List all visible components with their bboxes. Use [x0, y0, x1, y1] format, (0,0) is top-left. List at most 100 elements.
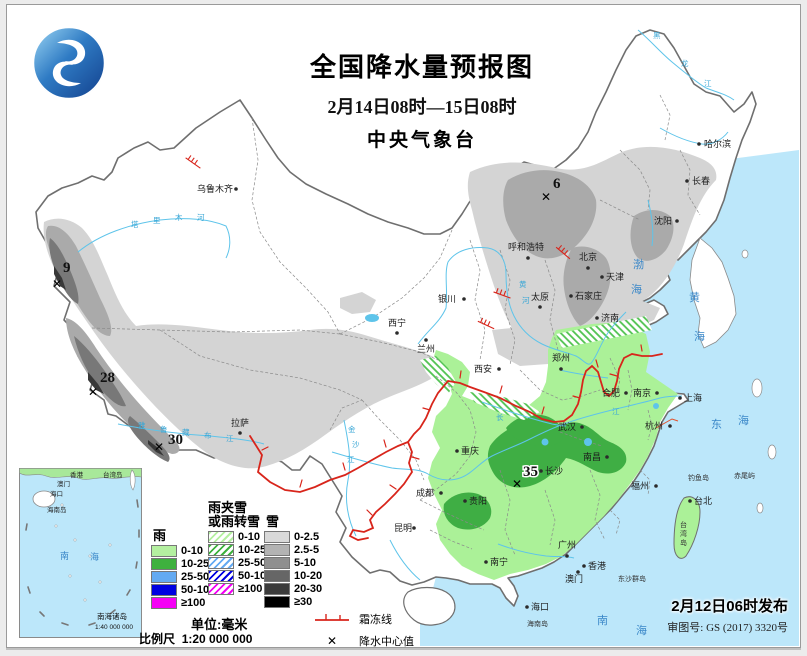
legend-symbols: 霜冻线 ✕ 降水中心值: [313, 611, 414, 655]
city-label: 南宁: [490, 556, 508, 567]
city-dot: [463, 499, 467, 503]
city-dot: [455, 449, 459, 453]
city-dot: [668, 424, 672, 428]
legend-swatch-hatched: [208, 570, 234, 582]
river-label: 江: [612, 407, 620, 416]
city-dot: [624, 391, 628, 395]
city-label: 重庆: [461, 445, 479, 456]
legend-swatch-hatched: [208, 583, 234, 595]
island-label: 赤尾屿: [734, 471, 755, 480]
inset-label: 1:40 000 000: [95, 624, 133, 631]
river-label: 河: [197, 213, 205, 222]
city-dot: [675, 219, 679, 223]
inset-label: 香港: [70, 470, 84, 479]
korea-peninsula: [689, 237, 737, 349]
legend-rain-header: 雨: [153, 528, 167, 543]
city-dot: [565, 554, 569, 558]
island-label: 台: [680, 520, 687, 529]
city-dot: [462, 297, 466, 301]
legend-row: 10-25: [208, 544, 272, 556]
city-label: 乌鲁木齐: [197, 183, 233, 194]
city-label: 西宁: [388, 317, 406, 328]
legend-sleet-header: 雨夹雪 或雨转雪: [208, 500, 261, 529]
sea-label: 海: [636, 623, 648, 637]
city-dot: [439, 491, 443, 495]
map-scale: 比例尺 1:20 000 000: [139, 632, 253, 646]
city-label: 济南: [601, 312, 619, 323]
legend-row: ≥100: [151, 597, 215, 609]
city-label: 南昌: [583, 451, 601, 462]
city-dot: [412, 526, 416, 530]
city-dot: [697, 142, 701, 146]
center-value: 35: [523, 464, 538, 480]
legend-row: 10-25: [151, 558, 215, 570]
city-label: 成都: [416, 487, 434, 498]
legend-range-label: 0-2.5: [294, 531, 320, 543]
legend-snow-header: 雪: [266, 514, 280, 529]
sea-label: 海: [631, 282, 643, 296]
river-label: 金: [348, 424, 356, 434]
city-label: 台北: [694, 495, 712, 506]
city-dot: [484, 560, 488, 564]
city-label: 呼和浩特: [508, 241, 544, 252]
precipitation-markers: ✕9✕28✕ 30✕6✕35: [52, 176, 561, 491]
legend-range-label: 0-10: [238, 531, 261, 543]
city-label: 长沙: [545, 465, 563, 476]
city-label: 香港: [588, 560, 606, 571]
city-dot: [576, 570, 580, 574]
legend-swatch: [264, 531, 290, 543]
legend-range-label: ≥100: [181, 597, 206, 609]
legend-range-label: 10-25: [181, 558, 210, 570]
city-label: 哈尔滨: [704, 138, 731, 149]
logo-swirl-top: [57, 39, 86, 65]
sea-label: 渤: [633, 258, 645, 271]
center-value: 28: [100, 370, 115, 386]
inset-label: 海口: [50, 489, 63, 498]
river-label: 江: [704, 79, 712, 88]
river-label: 雅: [138, 420, 146, 430]
forecast-period: 2月14日08时—15日08时: [327, 97, 517, 117]
city-label: 上海: [684, 392, 702, 403]
legend-swatch: [151, 597, 177, 609]
city-label: 海口: [531, 601, 549, 612]
city-label: 广州: [558, 539, 576, 550]
wall-symbol: [555, 244, 571, 260]
legend-row: 50-100: [208, 570, 272, 582]
legend-unit: 单位:毫米: [191, 617, 248, 632]
snow-medium-regions: [45, 170, 674, 454]
center-x-icon: ✕: [52, 277, 62, 291]
legend-swatch: [264, 557, 290, 569]
legend-swatch: [264, 583, 290, 595]
center-x-icon: ✕: [541, 190, 551, 204]
city-label: 兰州: [417, 343, 435, 354]
city-label: 昆明: [394, 523, 412, 533]
river-label: 藏: [182, 427, 190, 437]
legend-range-label: 25-50: [238, 557, 267, 569]
frost-line-legend: 霜冻线: [313, 611, 414, 627]
rain-dark-regions: [443, 414, 627, 530]
taiwan-island: [673, 496, 701, 559]
city-dot: [559, 367, 563, 371]
inset-label: 南海诸岛: [97, 611, 127, 621]
river-label: 江: [226, 434, 234, 443]
legend-swatch: [264, 570, 290, 582]
center-x-icon: ✕: [88, 385, 98, 399]
river-label: 黄: [519, 279, 527, 289]
island-label: 钓鱼岛: [688, 473, 709, 482]
city-dot: [600, 275, 604, 279]
wall-symbol: [185, 155, 201, 169]
legend-snow-column: 雪 0-2.5 2.5-5 5-10 10-20 20-30 ≥30: [264, 501, 322, 610]
legend-row: 25-50: [151, 571, 215, 583]
river-labels: 塔里木河黑龙江雅鲁藏布江金沙江长江黄河: [131, 31, 712, 464]
city-dot: [655, 391, 659, 395]
agency-name: 中央气象台: [366, 130, 477, 151]
city-label: 西安: [474, 363, 492, 374]
province-boundaries: [91, 94, 701, 556]
footer: 2月12日06时发布 审图号: GS (2017) 3320号: [667, 595, 788, 635]
river-label: 河: [522, 296, 530, 305]
island-label: 岛: [680, 538, 687, 547]
wall-symbol: [493, 288, 511, 299]
city-dot: [234, 187, 238, 191]
